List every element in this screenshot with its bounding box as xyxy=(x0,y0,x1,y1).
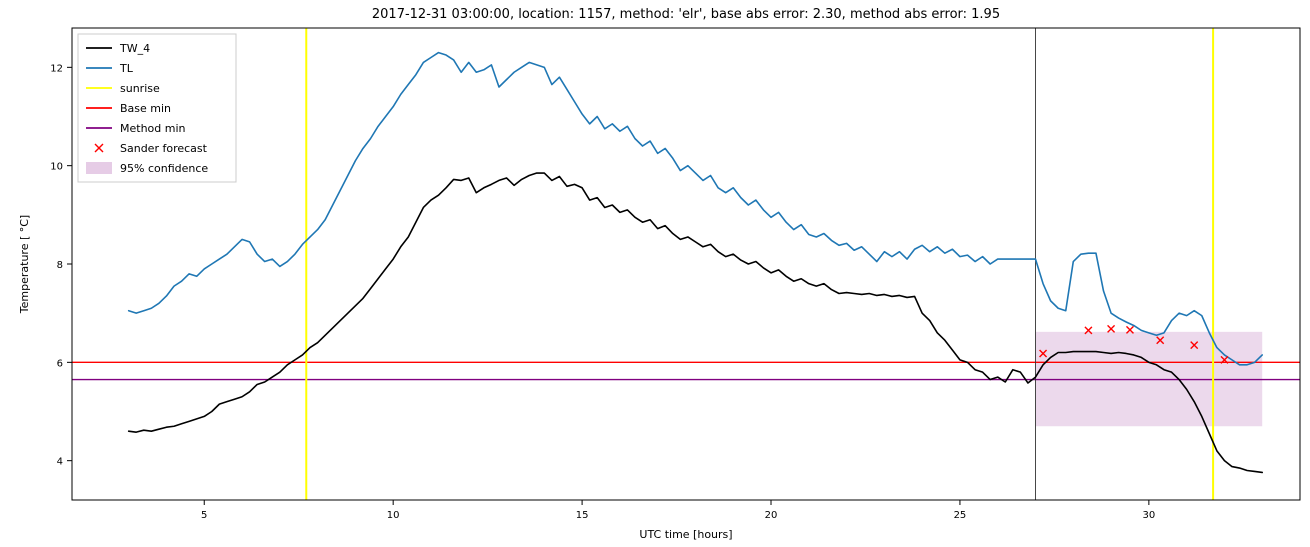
ytick-label: 4 xyxy=(57,457,63,468)
chart-svg: 5 10 15 20 25 30 4 6 8 10 12 UTC time [hours] Temper… xyxy=(0,0,1310,547)
legend-label: sunrise xyxy=(120,82,160,95)
figure: 5 10 15 20 25 30 4 6 8 10 12 UTC time [hours] Temper… xyxy=(0,0,1310,547)
legend-label: 95% confidence xyxy=(120,162,208,175)
ytick-label: 8 xyxy=(57,260,63,271)
chart-title: 2017-12-31 03:00:00, location: 1157, met… xyxy=(372,7,1000,22)
legend-label: Base min xyxy=(120,102,171,115)
ylabel: Temperature [ °C] xyxy=(18,215,31,314)
legend-swatch xyxy=(86,162,112,174)
legend-label: Method min xyxy=(120,122,186,135)
xtick-label: 30 xyxy=(1142,510,1155,521)
xlabel: UTC time [hours] xyxy=(639,528,732,541)
ytick-label: 6 xyxy=(57,358,63,369)
xtick-label: 5 xyxy=(201,510,207,521)
xtick-label: 25 xyxy=(954,510,967,521)
legend-label: TL xyxy=(119,62,134,75)
xtick-label: 15 xyxy=(576,510,589,521)
ytick-label: 12 xyxy=(50,63,63,74)
ytick-label: 10 xyxy=(50,162,63,173)
legend-label: Sander forecast xyxy=(120,142,208,155)
legend: TW_4 TL sunrise Base min Method min Sander fo… xyxy=(78,34,236,182)
xtick-label: 10 xyxy=(387,510,400,521)
xtick-label: 20 xyxy=(765,510,778,521)
legend-label: TW_4 xyxy=(119,42,150,55)
